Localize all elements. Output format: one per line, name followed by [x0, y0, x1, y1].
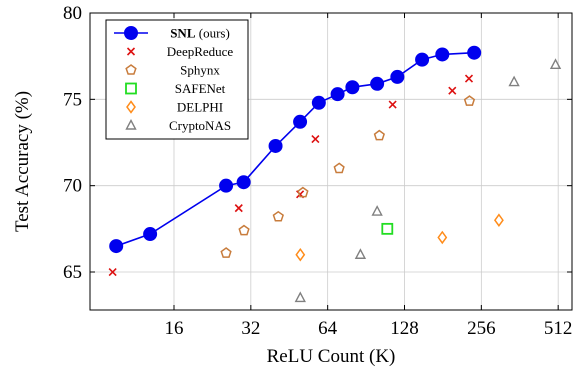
- data-point-deepreduce: [311, 134, 320, 144]
- data-point-deepreduce: [448, 86, 457, 95]
- legend-item-safenet: SAFENet: [125, 81, 226, 96]
- y-tick-label: 70: [63, 176, 82, 197]
- data-point-cryptonas: [354, 248, 367, 259]
- legend-label: SNL (ours): [170, 26, 230, 41]
- data-point-snl: [109, 239, 124, 254]
- y-tick-label: 80: [63, 3, 82, 24]
- data-point-snl: [330, 87, 345, 102]
- data-point-sphynx: [272, 210, 284, 222]
- legend-item-sphynx: Sphynx: [125, 63, 220, 78]
- data-point-snl: [311, 95, 326, 110]
- data-point-delphi: [437, 230, 448, 245]
- legend-series-name: SAFENet: [175, 81, 226, 96]
- data-point-snl: [467, 45, 482, 60]
- series-delphi: [295, 213, 504, 262]
- series-cryptonas: [294, 58, 562, 303]
- data-point-snl: [268, 138, 283, 153]
- series-layer: [108, 45, 562, 303]
- legend-marker-sphynx: [125, 64, 137, 75]
- legend-item-delphi: DELPHI: [126, 100, 223, 115]
- plot-frame: [89, 12, 573, 311]
- legend-series-suffix: (ours): [196, 26, 230, 41]
- series-sphynx: [220, 95, 476, 258]
- data-point-deepreduce: [464, 74, 474, 83]
- x-axis-label: ReLU Count (K): [267, 346, 396, 367]
- legend-item-snl: SNL (ours): [114, 26, 230, 41]
- legend-series-name: CryptoNAS: [169, 118, 231, 133]
- data-point-cryptonas: [294, 291, 306, 303]
- series-deepreduce: [108, 74, 474, 277]
- y-axis-label: Test Accuracy (%): [12, 91, 33, 232]
- data-point-cryptonas: [508, 75, 520, 87]
- y-tick-label: 65: [63, 262, 82, 283]
- data-point-snl: [293, 114, 308, 129]
- legend-item-cryptonas: CryptoNAS: [125, 118, 231, 133]
- data-point-snl: [415, 52, 430, 67]
- series-safenet: [381, 222, 394, 235]
- x-tick-label: 32: [241, 318, 260, 339]
- data-point-snl: [236, 175, 251, 190]
- legend-series-name: SNL: [170, 26, 196, 41]
- legend-marker-deepreduce: [126, 47, 136, 56]
- data-point-sphynx: [238, 224, 250, 236]
- x-tick-label: 128: [390, 318, 419, 339]
- data-point-sphynx: [373, 129, 385, 141]
- series-snl: [109, 45, 482, 254]
- legend-label: DeepReduce: [167, 44, 234, 59]
- legend-label: Sphynx: [180, 63, 220, 78]
- data-point-snl: [143, 227, 158, 242]
- legend-label: CryptoNAS: [169, 118, 231, 133]
- legend-marker-snl: [124, 26, 138, 40]
- data-point-sphynx: [297, 186, 309, 198]
- data-point-deepreduce: [108, 267, 117, 277]
- legend-label: DELPHI: [177, 100, 223, 115]
- data-point-deepreduce: [388, 100, 397, 109]
- legend-marker-delphi: [126, 100, 136, 114]
- data-point-deepreduce: [234, 204, 243, 213]
- data-point-delphi: [295, 247, 306, 262]
- axis-ticks: 16 32 64 128 256 512 65 70 75 80: [63, 3, 572, 339]
- y-tick-label: 75: [63, 89, 82, 110]
- data-point-snl: [390, 69, 405, 84]
- x-tick-label: 16: [164, 318, 183, 339]
- legend-series-name: Sphynx: [180, 63, 220, 78]
- x-tick-label: 512: [544, 318, 573, 339]
- data-point-cryptonas: [371, 205, 383, 216]
- data-point-snl: [345, 80, 360, 95]
- data-point-safenet: [381, 222, 394, 235]
- legend-marker-cryptonas: [125, 119, 137, 130]
- legend-series-name: DELPHI: [177, 100, 223, 115]
- legend-label: SAFENet: [175, 81, 226, 96]
- data-point-snl: [435, 47, 450, 62]
- data-point-sphynx: [333, 162, 345, 174]
- legend-item-deepreduce: DeepReduce: [126, 44, 234, 59]
- data-point-sphynx: [463, 95, 476, 106]
- x-tick-label: 64: [318, 318, 338, 339]
- data-point-cryptonas: [549, 58, 562, 70]
- legend: SNL (ours) DeepReduce Sphynx SAFENet DELPHI C…: [105, 19, 249, 140]
- legend-marker-safenet: [125, 82, 137, 95]
- data-point-sphynx: [220, 247, 232, 258]
- legend-series-name: DeepReduce: [167, 44, 234, 59]
- x-tick-label: 256: [467, 318, 496, 339]
- data-point-snl: [219, 178, 234, 193]
- data-point-snl: [370, 76, 385, 91]
- data-point-delphi: [493, 213, 504, 227]
